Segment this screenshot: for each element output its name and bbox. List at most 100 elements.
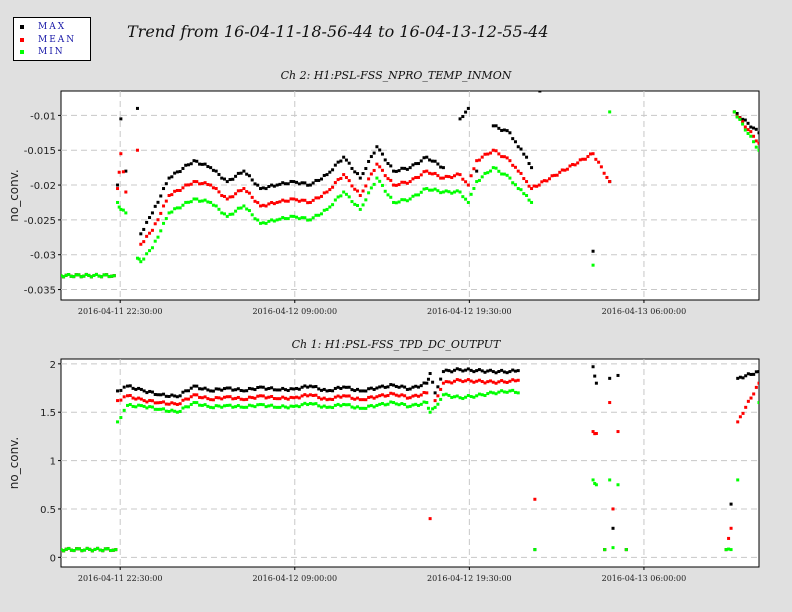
data-point — [300, 181, 304, 185]
data-point — [416, 193, 420, 197]
data-point — [525, 194, 529, 197]
data-point — [270, 386, 274, 390]
data-point — [367, 395, 371, 399]
data-point — [464, 197, 468, 201]
data-point — [159, 229, 163, 233]
data-point — [466, 367, 470, 371]
data-point — [336, 402, 340, 406]
data-point — [148, 231, 152, 235]
data-point — [472, 380, 476, 384]
data-point — [430, 188, 434, 192]
data-point — [502, 172, 506, 176]
data-point — [325, 207, 329, 211]
data-point — [444, 174, 448, 178]
data-point — [292, 214, 296, 218]
data-point — [450, 370, 454, 374]
data-point — [61, 274, 63, 278]
data-point — [173, 409, 177, 413]
data-point — [170, 193, 174, 197]
y-tick-label: 1.5 — [40, 408, 56, 419]
data-point — [746, 121, 750, 125]
data-point — [311, 181, 315, 185]
data-point — [461, 369, 465, 373]
data-point — [586, 155, 590, 159]
data-point — [403, 166, 407, 170]
data-point — [494, 124, 498, 128]
data-point — [234, 192, 238, 196]
data-point — [328, 170, 332, 174]
data-point — [516, 187, 520, 191]
data-point — [358, 176, 362, 180]
data-point — [447, 175, 451, 179]
data-point — [542, 179, 546, 183]
data-point — [732, 110, 736, 114]
data-point — [303, 393, 307, 397]
y-tick-label: -0.015 — [24, 146, 56, 157]
data-point — [450, 191, 454, 195]
data-point — [477, 178, 481, 182]
data-point — [483, 370, 487, 374]
data-point — [428, 188, 432, 192]
data-point — [624, 548, 628, 552]
data-point — [455, 367, 459, 371]
data-point — [405, 167, 409, 171]
data-point — [256, 394, 260, 398]
data-point — [425, 187, 429, 191]
data-point — [364, 167, 368, 171]
data-point — [405, 396, 409, 400]
series-min — [61, 110, 759, 279]
data-point — [550, 174, 554, 178]
data-point — [392, 183, 396, 187]
data-point — [292, 387, 296, 391]
data-point — [525, 155, 529, 159]
data-point — [281, 216, 285, 220]
data-point — [250, 396, 254, 400]
y-tick-label: -0.01 — [30, 111, 56, 122]
data-point — [289, 387, 293, 391]
data-point — [162, 392, 166, 396]
data-point — [358, 194, 362, 197]
data-point — [286, 199, 290, 203]
data-point — [292, 404, 296, 408]
data-point — [270, 395, 274, 399]
data-point — [61, 548, 63, 552]
data-point — [411, 163, 415, 167]
data-point — [119, 416, 123, 420]
data-point — [150, 390, 154, 394]
data-point — [453, 368, 457, 372]
data-point — [513, 140, 517, 144]
data-point — [754, 370, 758, 374]
data-point — [367, 404, 371, 408]
data-point — [192, 159, 196, 163]
data-point — [322, 387, 326, 391]
data-point — [178, 394, 182, 398]
data-point — [317, 396, 321, 400]
data-point — [261, 186, 265, 190]
data-point — [364, 184, 368, 188]
x-tick-label: 2016-04-11 22:30:00 — [78, 574, 163, 583]
data-point — [198, 395, 202, 399]
data-point — [211, 406, 215, 410]
data-point — [436, 162, 440, 166]
data-point — [142, 227, 146, 231]
data-point — [439, 176, 443, 180]
data-point — [436, 394, 440, 398]
data-point — [475, 369, 479, 373]
data-point — [461, 177, 465, 181]
data-point — [153, 239, 157, 243]
data-point — [394, 201, 398, 205]
data-point — [139, 242, 143, 246]
data-point — [466, 106, 470, 110]
chart-panel-0: -0.01 -0.015 -0.02 -0.025 -0.03 -0.035 2016-04… — [7, 90, 760, 316]
data-point — [109, 549, 113, 553]
data-point — [242, 405, 246, 409]
data-point — [486, 392, 490, 396]
data-point — [198, 387, 202, 391]
data-point — [378, 402, 382, 406]
data-point — [611, 526, 615, 530]
data-point — [540, 180, 544, 184]
data-point — [303, 384, 307, 388]
data-point — [752, 372, 756, 376]
data-point — [311, 402, 315, 406]
data-point — [500, 389, 504, 393]
